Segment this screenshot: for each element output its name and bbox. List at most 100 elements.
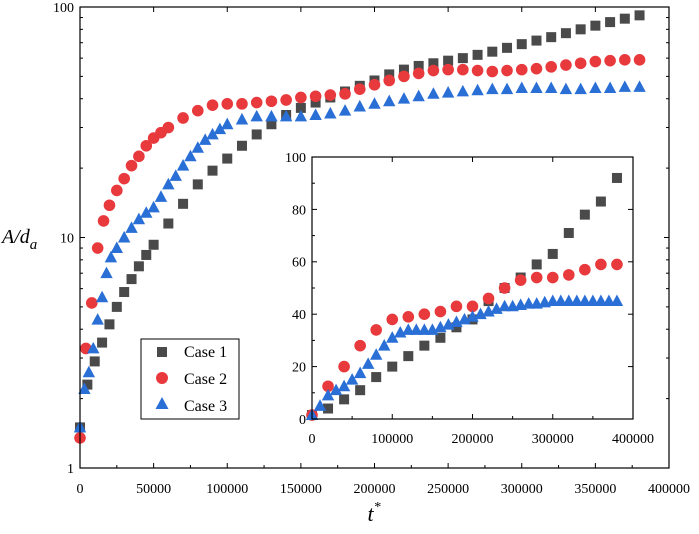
main-case-1-point [104, 319, 115, 330]
main-case-3-point [309, 108, 322, 120]
main-case-3-point [213, 122, 227, 135]
inset-case-3-point [522, 297, 535, 309]
main-case-1-point [141, 249, 152, 260]
main-case-3-point [132, 212, 146, 225]
legend-label-case-3: Case 3 [184, 398, 227, 415]
inset-plot: 0 100000 200000 300000 400000 0 20 40 60 80 100 [285, 151, 654, 447]
inset-case-1-point [611, 172, 622, 183]
main-case-2-point [383, 74, 396, 87]
main-case-3-point [95, 290, 109, 303]
inset-case-2-point [563, 269, 575, 281]
main-case-1-point [119, 287, 130, 298]
legend-label-case-2: Case 2 [184, 371, 227, 388]
inset-case-2-point [450, 300, 463, 313]
main-case-1-point [605, 17, 616, 28]
main-case-1-point [97, 337, 108, 348]
main-x-tick-label: 350000 [574, 482, 616, 497]
main-case-3-point [147, 200, 160, 213]
main-y-tick-label: 100 [53, 1, 74, 16]
inset-y-tick-label: 80 [292, 203, 306, 218]
main-case-1-point [126, 274, 137, 285]
inset-case-3-point [378, 339, 391, 351]
inset-case-1-point [323, 403, 334, 414]
main-case-3-point [87, 341, 100, 354]
main-case-3-point [486, 82, 499, 95]
inset-y-tick-label: 60 [292, 256, 306, 271]
main-markers [73, 10, 646, 444]
main-case-2-point [589, 55, 602, 68]
main-case-2-point [442, 63, 454, 76]
inset-x-ticks: 0 100000 200000 300000 400000 [309, 157, 654, 447]
main-case-3-point [383, 94, 396, 107]
main-case-1-point [89, 356, 100, 367]
main-y-tick-label: 10 [60, 231, 74, 246]
main-case-2-point [91, 242, 104, 254]
main-case-3-point [78, 382, 91, 395]
main-case-3-point [125, 221, 138, 233]
inset-y-tick-label: 40 [292, 308, 306, 323]
main-case-1-point [443, 55, 454, 66]
inset-case-1-point [547, 248, 558, 259]
main-case-2-point [604, 54, 616, 67]
main-case-2-point [368, 78, 381, 91]
main-case-1-point [133, 261, 144, 272]
inset-case-3-point [418, 323, 431, 335]
main-case-2-point [412, 67, 425, 80]
main-case-2-point [140, 139, 153, 152]
main-case-1-point [531, 35, 542, 46]
inset-case-1-point [371, 372, 382, 383]
main-case-2-point [486, 65, 499, 78]
main-case-3-point [412, 89, 425, 102]
main-case-3-point [353, 99, 366, 112]
y-axis-label-main: A/d [0, 226, 31, 248]
inset-case-2-point [338, 360, 350, 373]
inset-case-3-point [353, 366, 367, 379]
main-case-2-point [295, 91, 307, 104]
main-case-2-point [545, 61, 557, 73]
inset-case-1-point [403, 351, 414, 362]
main-case-2-point [530, 62, 543, 75]
main-case-2-point [133, 150, 145, 163]
main-case-1-point [192, 179, 203, 190]
main-case-2-point [309, 90, 322, 103]
inset-case-1-point [339, 394, 350, 405]
inset-case-3-point [554, 294, 567, 307]
inset-x-tick-label: 200000 [452, 432, 494, 447]
inset-case-3-point [602, 294, 616, 307]
main-case-3-point [294, 109, 308, 122]
inset-case-2-point [402, 311, 415, 323]
inset-y-tick-label: 100 [285, 151, 306, 166]
inset-case-3-point [610, 294, 624, 307]
inset-case-2-point [418, 308, 431, 321]
main-case-2-point [236, 98, 248, 110]
main-case-3-point [427, 87, 440, 99]
main-case-2-point [515, 63, 528, 76]
inset-markers [305, 172, 624, 421]
main-y-axis-label: A/da [0, 226, 37, 253]
inset-case-3-point [578, 294, 592, 307]
main-case-1-point [619, 13, 630, 24]
main-case-3-point [235, 112, 249, 125]
main-x-tick-label: 300000 [501, 482, 543, 497]
main-case-1-point [384, 69, 395, 80]
inset-case-3-point [370, 348, 383, 360]
main-case-2-point [471, 64, 484, 77]
main-case-3-point [206, 127, 219, 140]
main-case-3-point [169, 169, 182, 181]
main-case-1-point [413, 60, 424, 71]
inset-case-2-point [546, 271, 559, 284]
main-case-3-point [154, 190, 168, 202]
main-case-2-point [162, 121, 175, 134]
inset-y-tick-label: 0 [299, 413, 306, 428]
main-case-3-point [397, 92, 411, 104]
main-case-1-point [148, 239, 159, 250]
inset-case-3-point [313, 399, 327, 411]
main-case-1-point [546, 32, 557, 43]
main-case-2-point [192, 104, 204, 117]
main-case-2-point [324, 89, 337, 101]
main-plot: 0 50000 100000 150000 200000 250000 300000 3500… [0, 1, 690, 526]
main-case-1-point [575, 24, 586, 35]
legend-label-case-1: Case 1 [184, 344, 227, 361]
inset-x-tick-label: 300000 [532, 432, 574, 447]
main-case-3-point [191, 141, 204, 153]
